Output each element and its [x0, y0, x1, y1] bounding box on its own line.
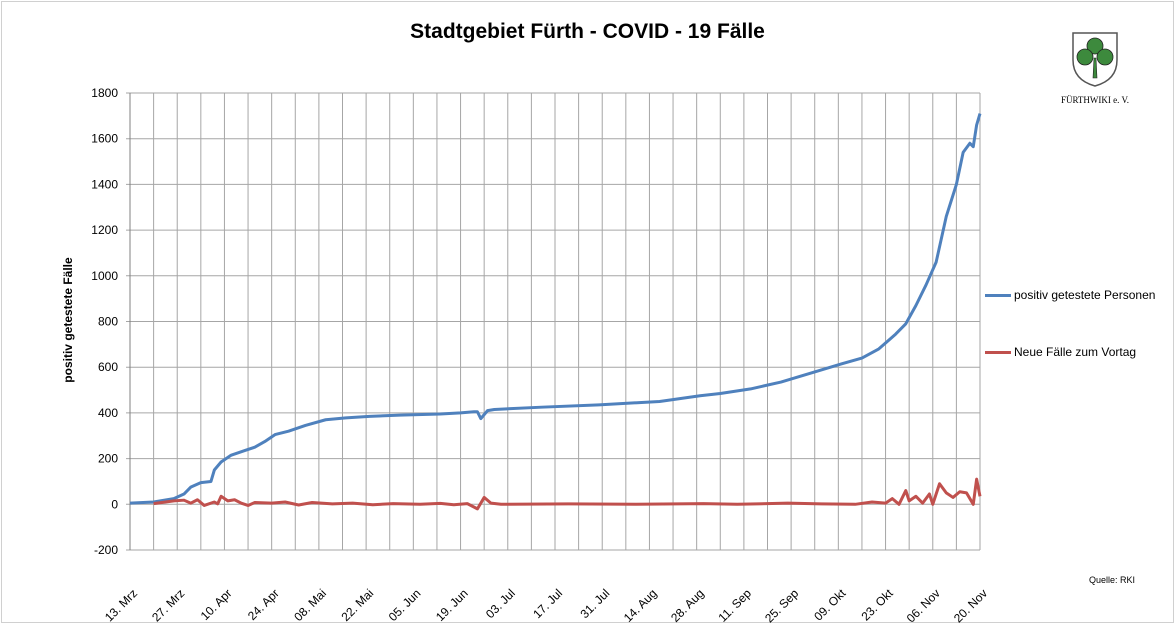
x-tick-label: 05. Jun — [386, 586, 424, 624]
x-tick-label: 14. Aug — [621, 586, 660, 625]
legend-item-daily: Neue Fälle zum Vortag — [985, 344, 1164, 361]
y-tick-label: -200 — [94, 543, 118, 557]
x-tick-label: 31. Jul — [577, 586, 612, 621]
legend-swatch-blue — [985, 294, 1011, 297]
x-tick-label: 09. Okt — [811, 586, 849, 624]
y-tick-label: 1200 — [91, 223, 118, 237]
x-tick-label: 25. Sep — [762, 586, 801, 625]
legend-item-cumulative: positiv getestete Personen — [985, 287, 1164, 304]
y-tick-label: 400 — [98, 406, 118, 420]
x-tick-label: 10. Apr — [198, 586, 235, 623]
legend-swatch-red — [985, 351, 1011, 354]
fuerthwiki-logo: FÜRTHWIKI e. V. — [1045, 30, 1145, 105]
x-tick-label: 13. Mrz — [102, 586, 140, 624]
chart-title: Stadtgebiet Fürth - COVID - 19 Fälle — [410, 20, 765, 43]
x-tick-label: 11. Sep — [715, 586, 754, 625]
logo-text: FÜRTHWIKI e. V. — [1060, 95, 1130, 105]
x-tick-label: 28. Aug — [668, 586, 707, 625]
x-tick-label: 27. Mrz — [149, 586, 187, 624]
x-tick-label: 19. Jun — [433, 586, 471, 624]
x-tick-label: 20. Nov — [951, 586, 990, 625]
daily-cases-line — [153, 477, 982, 511]
x-tick-label: 23. Okt — [858, 586, 896, 624]
cloverleaf-shield-icon — [1072, 32, 1118, 87]
y-tick-label: 0 — [111, 497, 118, 511]
x-tick-label: 06. Nov — [904, 586, 943, 625]
x-tick-label: 17. Jul — [530, 586, 565, 621]
y-tick-label: 800 — [98, 315, 118, 329]
x-tick-label: 24. Apr — [245, 586, 282, 623]
y-tick-label: 1800 — [91, 86, 118, 100]
y-tick-label: 1400 — [91, 177, 118, 191]
cumulative-cases-line — [129, 113, 982, 505]
y-tick-label: 1000 — [91, 269, 118, 283]
source-note: Quelle: RKI — [1089, 575, 1136, 585]
y-tick-label: 600 — [98, 360, 118, 374]
y-tick-label: 200 — [98, 452, 118, 466]
legend-label: positiv getestete Personen — [1014, 288, 1156, 302]
x-tick-label: 22. Mai — [339, 586, 377, 624]
x-tick-label: 03. Jul — [483, 586, 518, 621]
legend-label: Neue Fälle zum Vortag — [1014, 345, 1137, 359]
x-tick-label: 08. Mai — [291, 586, 329, 624]
y-tick-label: 1600 — [91, 132, 118, 146]
